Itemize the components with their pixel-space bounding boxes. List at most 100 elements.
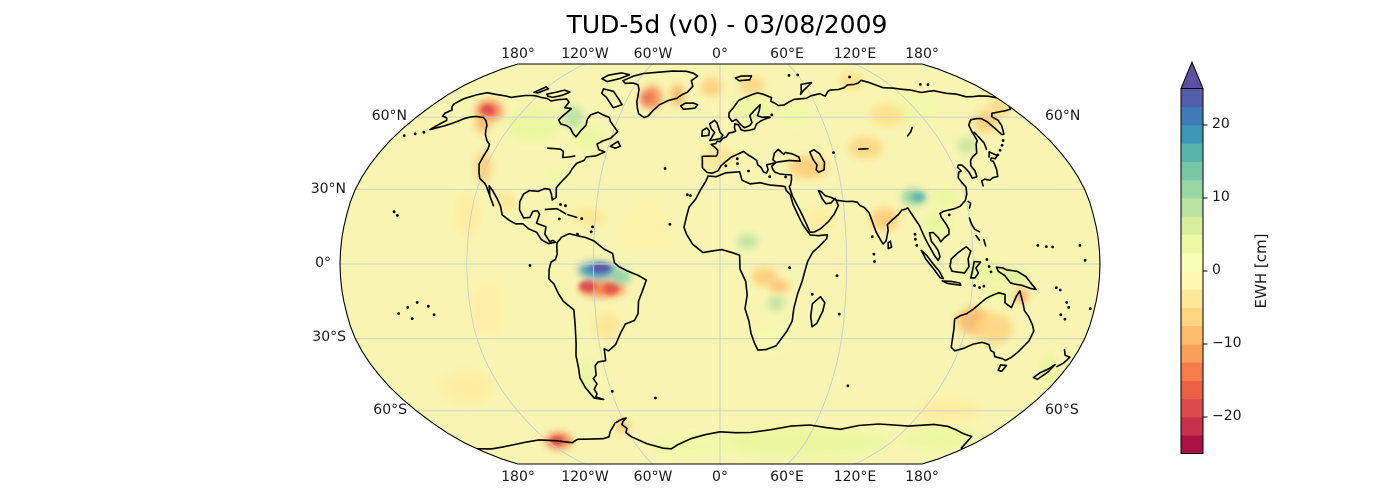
lon-tick-bottom-120e: 120°E [833, 469, 877, 485]
coastline [546, 89, 571, 99]
island-speck [788, 266, 791, 270]
island-speck [918, 83, 922, 86]
coastline [799, 81, 813, 96]
island-speck [413, 132, 417, 136]
island-speck [837, 312, 841, 316]
map-boundary [339, 63, 1101, 465]
colorbar-segment [1181, 417, 1203, 436]
colorbar-segment [1181, 362, 1203, 381]
anomaly-atlantic-faint [621, 204, 673, 250]
coastline [941, 280, 962, 287]
anomaly-central-siberia [870, 103, 904, 127]
coastline [566, 213, 578, 219]
island-speck [689, 194, 692, 198]
coastline [429, 91, 619, 245]
island-speck [1059, 313, 1063, 317]
anomaly-nw-russia-green [777, 101, 811, 124]
island-speck [870, 235, 874, 239]
island-speck [663, 167, 667, 170]
coastline [995, 266, 1037, 291]
island-speck [1054, 286, 1058, 289]
island-speck [396, 214, 399, 217]
anomaly-amazon-purple-core [591, 263, 611, 273]
colorbar-segment [1181, 435, 1203, 454]
lon-tick-bottom-180w: 180° [501, 469, 535, 485]
island-speck [415, 301, 419, 304]
island-speck [973, 284, 976, 287]
island-speck [914, 237, 917, 241]
island-speck [872, 252, 876, 256]
anomaly-patagonia-green [579, 355, 595, 391]
coastline [858, 147, 869, 150]
colorbar-segment [1181, 198, 1203, 217]
coastline [683, 171, 829, 351]
island-speck [402, 134, 406, 138]
coastline [975, 234, 981, 242]
coastline [983, 238, 987, 247]
lon-tick-top-120w: 120°W [561, 46, 609, 62]
anomaly-caribbean-faint [572, 207, 606, 226]
island-speck [985, 258, 989, 261]
island-speck [1036, 244, 1040, 247]
coastline [609, 140, 622, 149]
island-speck [982, 284, 986, 288]
coastline [701, 105, 1012, 262]
anomaly-amazon-east-teal [610, 269, 632, 284]
island-speck [397, 312, 400, 315]
island-speck [768, 175, 772, 179]
colorbar-segment [1181, 271, 1203, 290]
anomaly-amur-teal [957, 137, 977, 154]
colorbar-segment [1181, 161, 1203, 181]
lat-tick-left-30s: 30°S [312, 329, 346, 345]
lon-tick-bottom-60w: 60°W [633, 469, 673, 485]
graticule-meridian [592, 64, 653, 464]
island-speck [848, 75, 851, 79]
island-speck [426, 304, 430, 308]
coastline [533, 86, 550, 94]
coastline [968, 217, 981, 233]
island-speck [770, 113, 774, 117]
coastline [1056, 348, 1071, 368]
coastline [600, 88, 623, 109]
coastline [809, 148, 826, 174]
anomaly-se-asia-green [922, 210, 952, 238]
island-speck [576, 232, 579, 236]
colorbar-segment [1181, 234, 1203, 254]
lat-tick-left-30n: 30°N [310, 181, 346, 197]
coastline [622, 70, 699, 119]
island-speck [422, 130, 426, 134]
island-speck [668, 222, 672, 226]
lon-tick-top-0: 0° [712, 46, 728, 62]
lat-tick-right-60n: 60°N [1045, 108, 1081, 124]
colorbar-tick-0: 0 [1212, 262, 1221, 278]
coastline [949, 245, 972, 274]
coastline [476, 417, 973, 450]
island-speck [1058, 288, 1062, 292]
island-speck [654, 396, 657, 400]
anomaly-south-china-green [932, 188, 957, 206]
coastline [544, 207, 567, 215]
island-speck [528, 264, 532, 267]
colorbar-segment [1181, 143, 1203, 162]
anomaly-india [869, 208, 899, 231]
coastline [734, 75, 753, 82]
island-speck [978, 286, 981, 289]
coastline [701, 127, 711, 137]
colorbar-segment [1181, 307, 1203, 327]
island-speck [787, 74, 791, 77]
island-speck [810, 292, 814, 296]
coastline [973, 131, 988, 151]
lon-tick-top-120e: 120°E [833, 46, 877, 62]
colorbar-segment [1181, 106, 1203, 126]
graticule-meridian [466, 64, 586, 464]
lon-tick-top-60e: 60°E [770, 46, 804, 62]
anomaly-australia-center [976, 312, 1013, 345]
colorbar-tick-m10: −10 [1212, 335, 1242, 351]
coastline [906, 126, 913, 137]
coastline [547, 147, 576, 159]
island-speck [747, 169, 750, 173]
anomaly-canada-green [505, 106, 561, 142]
island-speck [392, 210, 396, 214]
coastline [967, 200, 972, 209]
